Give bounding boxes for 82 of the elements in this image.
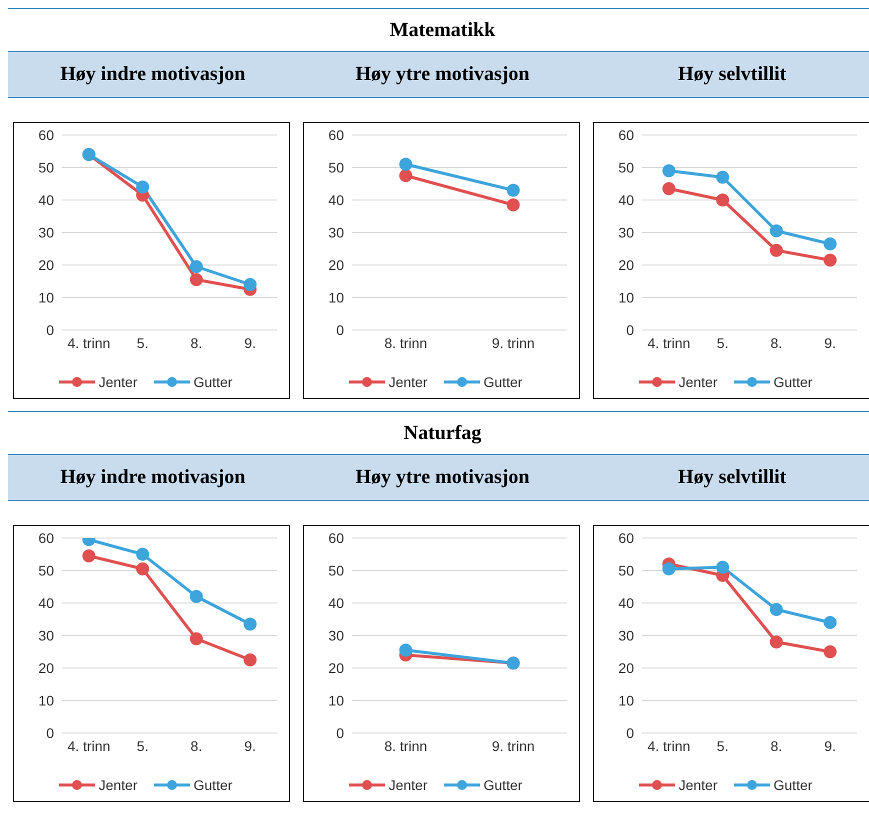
chart-title: Høy ytre motivasjon: [354, 62, 531, 87]
chart-subtitle: Naturfag: [402, 420, 482, 446]
y-tick-label: 30: [618, 627, 634, 644]
legend-label: Gutter: [774, 777, 812, 793]
x-tick-label: 9.: [824, 334, 836, 351]
chart-title: Høy selvtillit: [677, 465, 788, 490]
y-tick-label: 30: [38, 224, 54, 240]
y-tick-label: 30: [618, 224, 634, 240]
x-tick-label: 4. trinn: [67, 738, 110, 754]
x-tick-label: 9.: [824, 738, 836, 754]
chart-title: Høy selvtillit: [677, 62, 788, 87]
y-tick-label: 60: [328, 530, 344, 546]
legend-label: Jenter: [388, 374, 428, 390]
legend-label: Gutter: [194, 777, 232, 793]
x-tick-label: 9.: [244, 738, 256, 754]
x-tick-label: 5.: [136, 738, 148, 754]
y-tick-label: 30: [38, 627, 54, 644]
x-tick-label: 8.: [190, 334, 202, 351]
chart-subtitle: Matematikk: [388, 18, 496, 42]
y-tick-label: 20: [328, 660, 344, 676]
y-tick-label: 40: [38, 192, 54, 208]
y-tick-label: 20: [38, 256, 54, 273]
legend-label: Jenter: [98, 777, 138, 793]
y-tick-label: 60: [618, 126, 634, 143]
legend-label: Jenter: [388, 777, 428, 793]
y-tick-label: 10: [38, 692, 54, 708]
y-tick-label: 20: [618, 660, 634, 676]
y-tick-label: 0: [626, 724, 634, 741]
x-tick-label: 5.: [136, 334, 148, 351]
chart-title: Høy indre motivasjon: [59, 62, 246, 87]
x-tick-label: 5.: [716, 334, 728, 351]
y-tick-label: 20: [618, 256, 634, 273]
y-tick-label: 10: [618, 692, 634, 708]
chart-title: Høy indre motivasjon: [59, 465, 246, 490]
x-tick-label: 8.: [770, 334, 782, 351]
x-tick-label: 9. trinn: [492, 738, 535, 754]
x-tick-label: 4. trinn: [647, 334, 690, 351]
y-tick-label: 0: [336, 724, 344, 741]
y-tick-label: 40: [38, 594, 54, 611]
y-tick-label: 60: [328, 126, 344, 143]
legend-label: Gutter: [484, 777, 522, 793]
legend-label: Gutter: [194, 374, 232, 390]
y-tick-label: 10: [328, 692, 344, 708]
legend-label: Gutter: [774, 374, 812, 390]
y-tick-label: 0: [46, 724, 54, 741]
x-tick-label: 9. trinn: [492, 334, 535, 351]
x-tick-label: 8. trinn: [384, 334, 428, 351]
y-tick-label: 20: [38, 660, 54, 676]
y-tick-label: 50: [618, 159, 634, 176]
y-tick-label: 40: [328, 594, 344, 611]
chart-title: Høy ytre motivasjon: [354, 465, 531, 490]
x-tick-label: 4. trinn: [647, 738, 690, 754]
x-tick-label: 5.: [716, 738, 728, 754]
x-tick-label: 8.: [190, 738, 202, 754]
y-tick-label: 30: [328, 224, 344, 240]
y-tick-label: 0: [46, 322, 54, 338]
y-tick-label: 0: [626, 322, 634, 338]
y-tick-label: 20: [328, 256, 344, 273]
y-tick-label: 10: [38, 289, 54, 306]
y-tick-label: 40: [328, 192, 344, 208]
x-tick-label: 8. trinn: [384, 738, 428, 754]
y-tick-label: 30: [328, 627, 344, 644]
y-tick-label: 50: [38, 159, 54, 176]
y-tick-label: 10: [618, 289, 634, 306]
y-tick-label: 60: [618, 530, 634, 546]
y-tick-label: 50: [328, 562, 344, 578]
y-tick-label: 60: [38, 126, 54, 143]
y-tick-label: 50: [38, 562, 54, 578]
y-tick-label: 40: [618, 192, 634, 208]
legend-label: Gutter: [484, 374, 522, 390]
x-tick-label: 8.: [770, 738, 782, 754]
x-tick-label: 9.: [244, 334, 256, 351]
y-tick-label: 50: [328, 159, 344, 176]
y-tick-label: 50: [618, 562, 634, 578]
y-tick-label: 40: [618, 594, 634, 611]
y-tick-label: 60: [38, 530, 54, 546]
y-tick-label: 0: [336, 322, 344, 338]
legend-label: Jenter: [678, 777, 718, 793]
legend-label: Jenter: [98, 374, 138, 390]
y-tick-label: 10: [328, 289, 344, 306]
legend-label: Jenter: [678, 374, 718, 390]
x-tick-label: 4. trinn: [67, 334, 110, 351]
